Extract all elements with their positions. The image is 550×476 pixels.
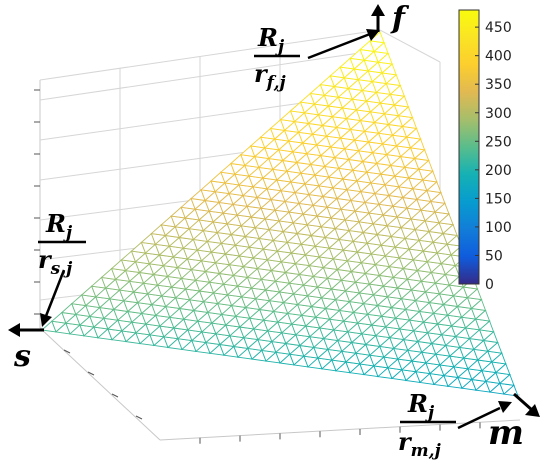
colorbar: 0 50 100 150 200 250 300 350 400 450 bbox=[458, 9, 512, 293]
f-axis-label: f bbox=[390, 1, 410, 36]
colorbar-tick-label: 200 bbox=[485, 163, 512, 179]
colorbar-tick-label: 300 bbox=[485, 106, 512, 122]
surface-mesh-cell bbox=[433, 202, 450, 215]
axis-tick bbox=[111, 393, 119, 398]
colorbar-tick-label: 150 bbox=[485, 191, 512, 207]
surface-mesh-cell bbox=[502, 384, 519, 397]
axis-tick bbox=[87, 371, 95, 376]
s-axis-arrowhead bbox=[8, 323, 20, 337]
m-axis-arrow bbox=[513, 392, 533, 412]
m-annotation-denominator: rm,j bbox=[398, 427, 442, 461]
s-callout-arrow bbox=[44, 269, 66, 317]
surface-mesh-cell bbox=[442, 223, 458, 236]
surface-mesh-cell bbox=[389, 84, 406, 97]
surface-mesh-cell bbox=[429, 191, 446, 204]
axis-arrows bbox=[8, 4, 540, 417]
f-annotation-denominator: rf,j bbox=[254, 59, 287, 93]
surface-mesh-cell bbox=[482, 331, 499, 344]
f-callout-arrow bbox=[307, 32, 371, 60]
grid-line bbox=[39, 49, 381, 101]
s-annotation-numerator: Rj bbox=[45, 209, 73, 243]
surface-mesh-cell bbox=[413, 149, 430, 162]
m-callout-arrow bbox=[457, 406, 501, 430]
surface-mesh-cell bbox=[474, 309, 491, 322]
f-annotation-numerator: Rj bbox=[257, 23, 285, 57]
surface-mesh-cell bbox=[421, 170, 438, 183]
m-callout-arrowhead bbox=[498, 401, 512, 413]
m-annotation-numerator: Rj bbox=[407, 389, 435, 423]
surface-mesh-cell bbox=[486, 341, 503, 354]
colorbar-tick-label: 400 bbox=[485, 49, 512, 65]
surface-mesh-cell bbox=[417, 159, 434, 172]
f-callout-arrowhead bbox=[366, 29, 380, 41]
axis-tick bbox=[135, 415, 143, 420]
s-annotation-denominator: rs,j bbox=[38, 245, 73, 279]
grid-line bbox=[39, 327, 161, 441]
surface-mesh-cell bbox=[373, 41, 389, 54]
m-annotation: Rj rm,j bbox=[398, 389, 456, 461]
colorbar-gradient bbox=[458, 9, 480, 285]
surface-mesh-cell bbox=[393, 95, 410, 108]
s-axis-label: s bbox=[13, 339, 31, 374]
surface-plot bbox=[40, 31, 519, 397]
m-axis-label: m bbox=[488, 413, 524, 453]
colorbar-tick-label: 50 bbox=[485, 248, 503, 264]
surface-mesh-cell bbox=[397, 106, 414, 119]
surface-mesh-cell bbox=[385, 74, 401, 87]
colorbar-tick-label: 350 bbox=[485, 77, 512, 93]
surface-mesh-cell bbox=[409, 138, 426, 151]
colorbar-ticks: 0 50 100 150 200 250 300 350 400 450 bbox=[475, 20, 512, 293]
axis-tick bbox=[63, 349, 71, 354]
surface-mesh-cell bbox=[425, 181, 442, 194]
surface-mesh-cell bbox=[498, 373, 515, 386]
surface-mesh-cell bbox=[438, 213, 454, 226]
surface-mesh-cell bbox=[470, 298, 487, 311]
surface-mesh-cell bbox=[377, 52, 393, 65]
surface-mesh-cell bbox=[405, 127, 422, 140]
f-annotation: Rj rf,j bbox=[254, 23, 300, 93]
s-callout-arrowhead bbox=[40, 313, 52, 327]
f-axis-arrowhead bbox=[371, 4, 385, 16]
callout-arrows bbox=[40, 29, 512, 430]
surface-mesh-cell bbox=[369, 31, 385, 44]
colorbar-tick-label: 450 bbox=[485, 20, 512, 36]
grid-line bbox=[379, 29, 441, 63]
surface-mesh-cell bbox=[490, 352, 507, 365]
surface-mesh-cell bbox=[478, 320, 495, 333]
grid-line bbox=[159, 419, 521, 441]
grid-line bbox=[39, 29, 381, 81]
colorbar-tick-label: 0 bbox=[485, 277, 494, 293]
surface-mesh-cell bbox=[466, 288, 483, 301]
colorbar-tick-label: 100 bbox=[485, 220, 512, 236]
s-annotation: Rj rs,j bbox=[38, 209, 86, 279]
m-axis-arrowhead bbox=[525, 404, 540, 417]
surface-mesh-cell bbox=[401, 116, 418, 129]
surface-mesh-cell bbox=[494, 363, 511, 376]
colorbar-tick-label: 250 bbox=[485, 134, 512, 150]
surface-mesh-cell bbox=[381, 63, 397, 76]
